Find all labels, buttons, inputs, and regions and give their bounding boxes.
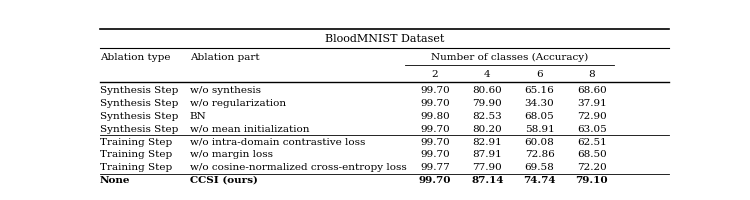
Text: 99.70: 99.70 — [420, 138, 450, 147]
Text: BN: BN — [190, 112, 206, 121]
Text: 87.91: 87.91 — [472, 150, 502, 159]
Text: 99.77: 99.77 — [420, 163, 450, 172]
Text: Synthesis Step: Synthesis Step — [100, 99, 178, 108]
Text: 72.20: 72.20 — [577, 163, 607, 172]
Text: 99.70: 99.70 — [420, 99, 450, 108]
Text: Number of classes (Accuracy): Number of classes (Accuracy) — [430, 53, 588, 62]
Text: Training Step: Training Step — [100, 138, 172, 147]
Text: 99.70: 99.70 — [420, 125, 450, 134]
Text: Synthesis Step: Synthesis Step — [100, 86, 178, 95]
Text: 72.90: 72.90 — [577, 112, 607, 121]
Text: w/o margin loss: w/o margin loss — [190, 150, 273, 159]
Text: w/o intra-domain contrastive loss: w/o intra-domain contrastive loss — [190, 138, 365, 147]
Text: w/o cosine-normalized cross-entropy loss: w/o cosine-normalized cross-entropy loss — [190, 163, 406, 172]
Text: 2: 2 — [432, 70, 438, 79]
Text: Synthesis Step: Synthesis Step — [100, 112, 178, 121]
Text: 82.91: 82.91 — [472, 138, 502, 147]
Text: 99.70: 99.70 — [420, 86, 450, 95]
Text: 60.08: 60.08 — [525, 138, 554, 147]
Text: 37.91: 37.91 — [577, 99, 607, 108]
Text: 77.90: 77.90 — [472, 163, 502, 172]
Text: 63.05: 63.05 — [577, 125, 607, 134]
Text: 99.70: 99.70 — [420, 150, 450, 159]
Text: 68.05: 68.05 — [525, 112, 554, 121]
Text: CCSI (ours): CCSI (ours) — [190, 176, 257, 185]
Text: 68.60: 68.60 — [577, 86, 607, 95]
Text: w/o regularization: w/o regularization — [190, 99, 286, 108]
Text: 82.53: 82.53 — [472, 112, 502, 121]
Text: w/o mean initialization: w/o mean initialization — [190, 125, 309, 134]
Text: Ablation type: Ablation type — [100, 53, 170, 62]
Text: 4: 4 — [484, 70, 490, 79]
Text: 68.50: 68.50 — [577, 150, 607, 159]
Text: 69.58: 69.58 — [525, 163, 554, 172]
Text: 34.30: 34.30 — [525, 99, 554, 108]
Text: 80.60: 80.60 — [472, 86, 502, 95]
Text: Training Step: Training Step — [100, 150, 172, 159]
Text: 62.51: 62.51 — [577, 138, 607, 147]
Text: 74.74: 74.74 — [524, 176, 556, 185]
Text: 99.80: 99.80 — [420, 112, 450, 121]
Text: 8: 8 — [589, 70, 596, 79]
Text: BloodMNIST Dataset: BloodMNIST Dataset — [325, 34, 444, 44]
Text: 58.91: 58.91 — [525, 125, 554, 134]
Text: 65.16: 65.16 — [525, 86, 554, 95]
Text: Training Step: Training Step — [100, 163, 172, 172]
Text: 72.86: 72.86 — [525, 150, 554, 159]
Text: 6: 6 — [536, 70, 543, 79]
Text: 79.90: 79.90 — [472, 99, 502, 108]
Text: Ablation part: Ablation part — [190, 53, 260, 62]
Text: 87.14: 87.14 — [471, 176, 503, 185]
Text: 79.10: 79.10 — [575, 176, 608, 185]
Text: w/o synthesis: w/o synthesis — [190, 86, 261, 95]
Text: Synthesis Step: Synthesis Step — [100, 125, 178, 134]
Text: 80.20: 80.20 — [472, 125, 502, 134]
Text: None: None — [100, 176, 130, 185]
Text: 99.70: 99.70 — [419, 176, 452, 185]
